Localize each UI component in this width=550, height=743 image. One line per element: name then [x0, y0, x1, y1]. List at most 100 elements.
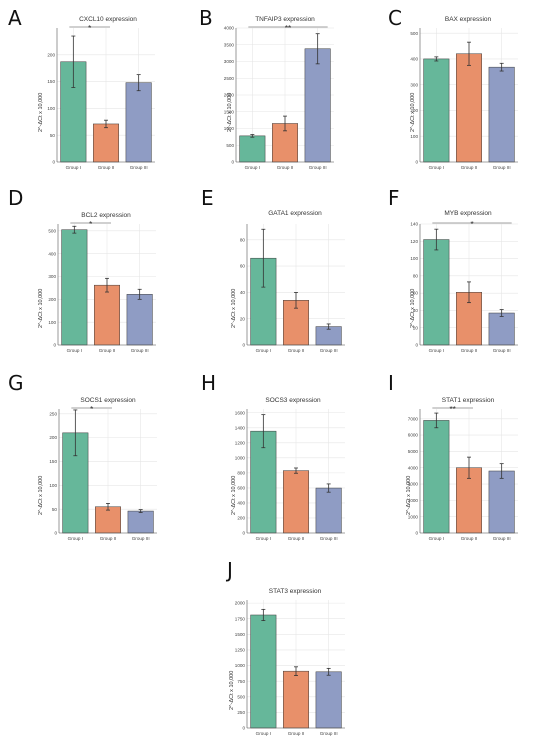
y-axis-label: 2^-ΔCt x 10,000	[38, 288, 44, 328]
significance-label: *	[88, 24, 91, 33]
panel-b: B TNFAIP3 expression 2^-ΔCt x 10,000 0 50…	[183, 0, 366, 175]
y-axis-label: 2^-ΔCt x 10,000	[38, 475, 44, 515]
y-tick-label: 1600	[235, 410, 246, 415]
y-tick-label: 1000	[224, 126, 235, 131]
x-tick-label: Group II	[461, 536, 478, 541]
bar	[93, 123, 119, 163]
x-tick-label: Group I	[429, 348, 444, 353]
x-tick-label: Group III	[130, 165, 148, 170]
significance-label: *	[89, 220, 92, 229]
panel-letter: B	[199, 6, 213, 30]
bar	[125, 82, 152, 163]
y-tick-label: 0	[53, 343, 56, 348]
x-tick-label: Group I	[256, 731, 271, 736]
y-tick-label: 60	[413, 291, 419, 296]
y-tick-label: 200	[410, 108, 418, 113]
significance-label: *	[470, 220, 473, 229]
panel-letter: F	[388, 186, 400, 210]
y-tick-label: 200	[47, 52, 55, 57]
bar	[315, 671, 342, 729]
panel-a: A CXCL10 expression 2^-ΔCt x 10,000 0 50 1…	[0, 0, 183, 175]
y-tick-label: 2000	[224, 93, 235, 98]
y-tick-label: 140	[410, 222, 418, 227]
y-tick-label: 0	[415, 531, 418, 536]
y-tick-label: 0	[242, 343, 245, 348]
y-tick-label: 500	[410, 31, 418, 36]
y-tick-label: 50	[50, 133, 56, 138]
y-tick-label: 40	[240, 290, 246, 295]
bar	[283, 670, 309, 729]
y-tick-label: 2500	[224, 76, 235, 81]
x-tick-label: Group I	[256, 536, 271, 541]
y-tick-label: 250	[237, 710, 245, 715]
panel-letter: C	[388, 6, 402, 30]
chart-title: GATA1 expression	[268, 210, 322, 217]
bar-chart: 0 50 100 150 200 250 Group I Group II Group III *	[49, 405, 157, 541]
x-tick-label: Group I	[67, 348, 82, 353]
y-tick-label: 0	[52, 160, 55, 165]
x-tick-label: Group II	[288, 348, 305, 353]
significance-label: **	[285, 24, 291, 33]
bar-chart: 0 20 40 60 80 100 120 140 Group I Group II Group I…	[410, 220, 518, 353]
x-tick-label: Group I	[256, 348, 271, 353]
bar-chart: 0 500 1000 1500 2000 2500 3000 3500 4000 Group I G…	[224, 24, 334, 170]
panel-letter: E	[201, 186, 214, 210]
y-tick-label: 100	[47, 106, 55, 111]
y-tick-label: 0	[231, 160, 234, 165]
y-tick-label: 300	[410, 82, 418, 87]
panel-d: D BCL2 expression 2^-ΔCt x 10,000 0 100 20…	[0, 180, 183, 360]
x-tick-label: Group III	[493, 348, 511, 353]
x-tick-label: Group III	[131, 348, 149, 353]
y-tick-label: 200	[237, 516, 245, 521]
y-tick-label: 250	[49, 411, 57, 416]
panel-j: J STAT3 expression 2^-ΔCt x 10,000 0 250 5…	[183, 552, 366, 743]
bar-chart: 0 1000 2000 3000 4000 5000 6000 7000 Group I Grou…	[408, 405, 518, 541]
bar	[304, 48, 331, 163]
panel-e: E GATA1 expression 2^-ΔCt x 10,000 0 20 40…	[183, 180, 366, 360]
bar	[456, 53, 482, 163]
y-tick-label: 7000	[408, 416, 419, 421]
chart-title: BCL2 expression	[81, 212, 131, 219]
y-tick-label: 0	[242, 531, 245, 536]
y-tick-label: 750	[237, 679, 245, 684]
y-tick-label: 80	[240, 237, 246, 242]
y-tick-label: 1200	[235, 440, 246, 445]
panel-g: G SOCS1 expression 2^-ΔCt x 10,000 0 50 10…	[0, 365, 183, 550]
x-tick-label: Group III	[493, 165, 511, 170]
x-tick-label: Group II	[288, 731, 305, 736]
y-tick-label: 4000	[408, 465, 419, 470]
x-tick-label: Group I	[245, 165, 260, 170]
bar-chart: 0 200 400 600 800 1000 1200 1400 1600 Group I Grou…	[235, 409, 345, 541]
y-tick-label: 600	[237, 486, 245, 491]
y-tick-label: 2000	[235, 601, 246, 606]
y-tick-label: 200	[49, 435, 57, 440]
y-tick-label: 150	[49, 459, 57, 464]
y-tick-label: 150	[47, 79, 55, 84]
x-tick-label: Group III	[493, 536, 511, 541]
y-tick-label: 400	[410, 57, 418, 62]
x-tick-label: Group II	[98, 165, 115, 170]
bar-chart: 0 250 500 750 1000 1250 1500 1750 2000 Group I Gro…	[235, 600, 345, 736]
y-tick-label: 0	[242, 726, 245, 731]
panel-letter: A	[8, 6, 22, 30]
y-tick-label: 2000	[408, 498, 419, 503]
y-tick-label: 400	[237, 501, 245, 506]
x-tick-label: Group II	[461, 348, 478, 353]
chart-title: CXCL10 expression	[79, 16, 137, 23]
y-tick-label: 50	[52, 507, 58, 512]
chart-title: BAX expression	[444, 16, 492, 23]
y-axis-label: 2^-ΔCt x 10,000	[229, 670, 235, 710]
y-tick-label: 40	[413, 308, 419, 313]
bar	[423, 420, 450, 534]
x-tick-label: Group III	[309, 165, 327, 170]
chart-title: STAT3 expression	[268, 588, 322, 595]
x-tick-label: Group III	[132, 536, 150, 541]
panel-letter: J	[227, 558, 233, 582]
y-tick-label: 200	[48, 297, 56, 302]
y-tick-label: 1500	[224, 109, 235, 114]
y-tick-label: 0	[415, 160, 418, 165]
y-tick-label: 100	[410, 134, 418, 139]
y-axis-label: 2^-ΔCt x 10,000	[38, 92, 44, 132]
x-tick-label: Group II	[288, 536, 305, 541]
y-tick-label: 3000	[224, 59, 235, 64]
